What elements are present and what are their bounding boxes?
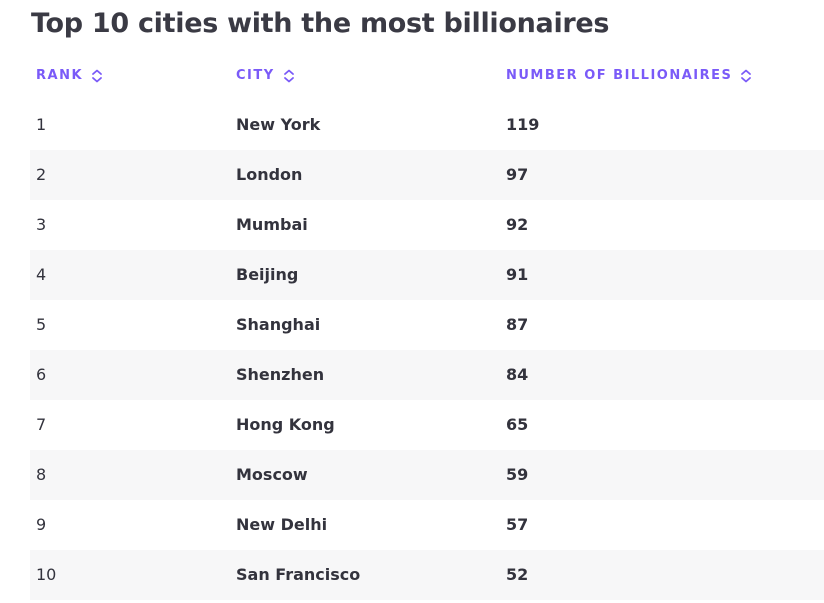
rank-cell: 3 — [36, 215, 47, 234]
rank-cell: 5 — [36, 315, 47, 334]
sort-icon — [92, 69, 102, 82]
rank-cell: 8 — [36, 465, 47, 484]
billionaires-cell: 52 — [506, 565, 529, 584]
billionaires-cell: 97 — [506, 165, 529, 184]
rank-cell: 2 — [36, 165, 47, 184]
city-cell: London — [236, 165, 303, 184]
city-cell: New Delhi — [236, 515, 328, 534]
rank-cell: 6 — [36, 365, 47, 384]
column-header-city[interactable]: CITY — [236, 68, 295, 83]
city-cell: San Francisco — [236, 565, 361, 584]
rank-cell: 7 — [36, 415, 47, 434]
column-label-city: CITY — [236, 68, 275, 83]
city-cell: Shanghai — [236, 315, 321, 334]
column-header-rank[interactable]: RANK — [36, 68, 103, 83]
billionaires-cell: 65 — [506, 415, 529, 434]
column-label-rank: RANK — [36, 68, 84, 83]
table-row: 2 London 97 — [30, 150, 824, 200]
table-header: RANK CITY NUMBER OF BILLIONAIRES — [30, 52, 824, 100]
billionaires-table: RANK CITY NUMBER OF BILLIONAIRES 1 New Y… — [30, 52, 824, 600]
billionaires-cell: 84 — [506, 365, 529, 384]
table-row: 3 Mumbai 92 — [30, 200, 824, 250]
rank-cell: 1 — [36, 115, 47, 134]
billionaires-cell: 59 — [506, 465, 529, 484]
city-cell: Beijing — [236, 265, 299, 284]
table-row: 9 New Delhi 57 — [30, 500, 824, 550]
sort-icon — [283, 69, 294, 82]
page-title: Top 10 cities with the most billionaires — [31, 8, 610, 39]
column-label-billionaires: NUMBER OF BILLIONAIRES — [506, 68, 733, 83]
city-cell: Shenzhen — [236, 365, 325, 384]
billionaires-cell: 87 — [506, 315, 529, 334]
table-row: 5 Shanghai 87 — [30, 300, 824, 350]
table-row: 10 San Francisco 52 — [30, 550, 824, 600]
table-row: 6 Shenzhen 84 — [30, 350, 824, 400]
billionaires-cell: 57 — [506, 515, 529, 534]
table-row: 8 Moscow 59 — [30, 450, 824, 500]
table-row: 7 Hong Kong 65 — [30, 400, 824, 450]
rank-cell: 9 — [36, 515, 47, 534]
rank-cell: 4 — [36, 265, 47, 284]
column-header-billionaires[interactable]: NUMBER OF BILLIONAIRES — [506, 68, 752, 83]
billionaires-cell: 92 — [506, 215, 529, 234]
city-cell: Hong Kong — [236, 415, 335, 434]
table-row: 1 New York 119 — [30, 100, 824, 150]
billionaires-cell: 119 — [506, 115, 540, 134]
billionaires-cell: 91 — [506, 265, 529, 284]
sort-icon — [741, 69, 752, 82]
city-cell: Moscow — [236, 465, 308, 484]
rank-cell: 10 — [36, 565, 57, 584]
city-cell: Mumbai — [236, 215, 308, 234]
city-cell: New York — [236, 115, 321, 134]
table-row: 4 Beijing 91 — [30, 250, 824, 300]
